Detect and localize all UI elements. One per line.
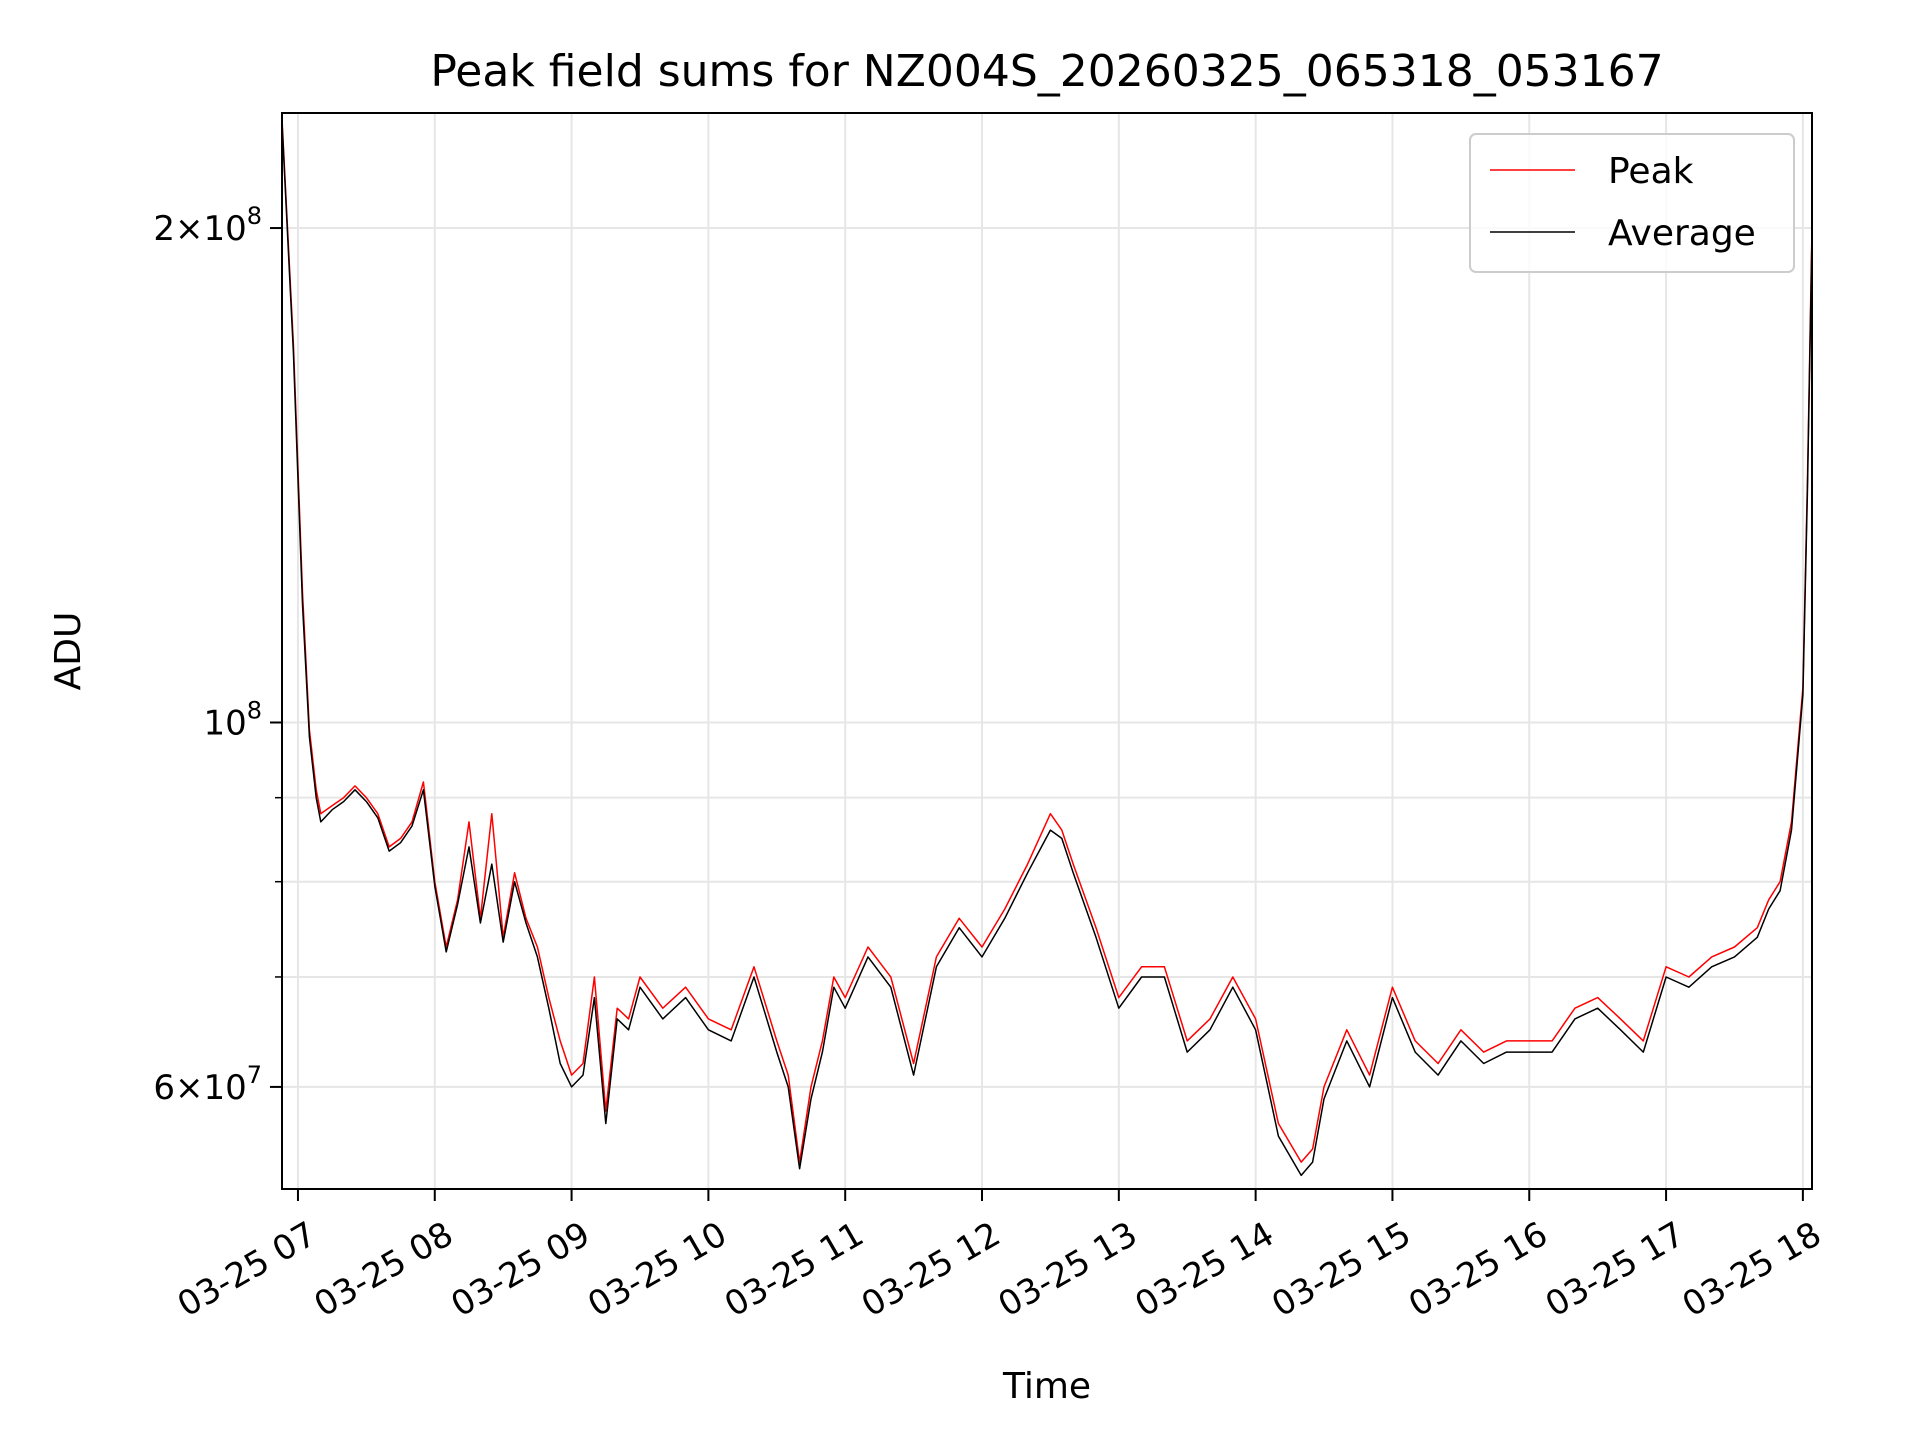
legend-box (1469, 133, 1795, 273)
grid (282, 113, 1812, 1189)
legend-label-peak: Peak (1608, 151, 1694, 192)
legend: Peak Average (1469, 133, 1795, 273)
y-axis: 2×108 108 6×107 (153, 202, 282, 1108)
y-tick-label: 2×108 (153, 202, 262, 249)
series-line-peak (281, 119, 1813, 1163)
x-axis-label: Time (1002, 1366, 1091, 1407)
series-line-average (281, 122, 1813, 1177)
plot-frame (281, 112, 1813, 1190)
chart-title: Peak field sums for NZ004S_20260325_0653… (430, 46, 1663, 97)
legend-label-average: Average (1608, 213, 1756, 254)
plot-series (281, 119, 1813, 1177)
y-tick-label: 108 (203, 697, 262, 744)
y-axis-label: ADU (48, 612, 89, 691)
y-tick-label: 6×107 (153, 1061, 262, 1108)
